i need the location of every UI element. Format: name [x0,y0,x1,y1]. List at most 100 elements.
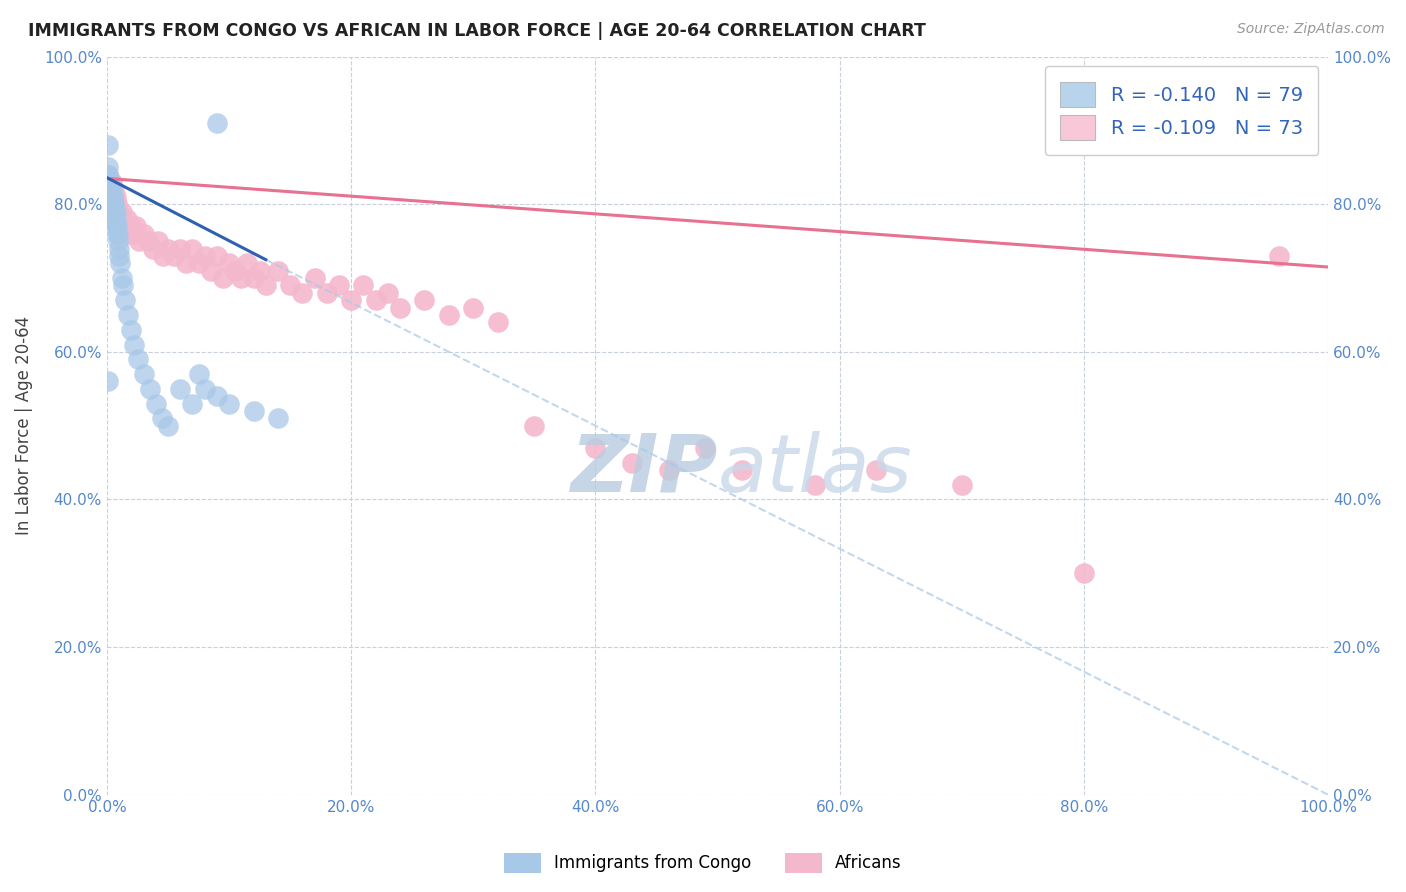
Point [132,367,155,381]
Point [110,256,132,270]
Point [98,175,121,189]
Point [115,212,138,227]
Point [523,418,546,433]
Point [731,463,754,477]
Point [111,278,134,293]
Point [103,204,125,219]
Point [100,197,122,211]
Point [108,249,131,263]
Point [128,234,150,248]
Point [181,242,204,256]
Point [107,227,129,241]
Point [181,396,204,410]
Point [104,190,127,204]
Point [101,197,124,211]
Point [98,190,121,204]
Point [658,463,681,477]
Point [100,182,122,196]
Point [486,315,509,329]
Point [101,197,124,211]
Point [157,242,180,256]
Point [236,256,259,270]
Point [200,263,222,277]
Point [242,271,264,285]
Point [583,441,606,455]
Point [176,256,198,270]
Point [98,175,121,189]
Point [100,182,122,196]
Point [104,212,127,227]
Point [107,234,129,248]
Point [97,138,120,153]
Point [187,367,209,381]
Point [101,190,124,204]
Point [1073,566,1095,581]
Point [364,293,387,308]
Point [98,182,121,196]
Point [138,234,160,248]
Point [97,375,120,389]
Point [218,396,240,410]
Point [104,219,127,234]
Legend: Immigrants from Congo, Africans: Immigrants from Congo, Africans [498,847,908,880]
Point [187,256,209,270]
Point [98,182,121,196]
Point [205,116,228,130]
Point [101,204,124,219]
Text: atlas: atlas [717,431,912,509]
Point [100,197,122,211]
Point [112,219,135,234]
Point [205,389,228,403]
Point [291,285,314,300]
Point [98,182,121,196]
Point [101,190,124,204]
Point [950,477,973,491]
Point [98,197,121,211]
Point [249,263,271,277]
Point [340,293,363,308]
Point [97,175,120,189]
Point [117,308,139,322]
Point [105,219,128,234]
Point [142,242,165,256]
Point [100,190,122,204]
Point [98,175,121,189]
Point [108,212,131,227]
Point [97,168,120,182]
Point [98,175,121,189]
Point [97,175,120,189]
Point [105,227,128,241]
Point [122,227,145,241]
Point [231,271,253,285]
Point [97,182,120,196]
Point [98,182,121,196]
Legend: R = -0.140   N = 79, R = -0.109   N = 73: R = -0.140 N = 79, R = -0.109 N = 73 [1045,66,1319,155]
Point [107,204,129,219]
Point [101,204,124,219]
Point [100,182,122,196]
Point [267,411,290,425]
Point [304,271,326,285]
Point [101,204,124,219]
Point [98,190,121,204]
Point [101,182,124,196]
Point [194,249,217,263]
Point [621,456,644,470]
Point [97,190,120,204]
Point [97,161,120,175]
Point [437,308,460,322]
Point [315,285,337,300]
Point [97,197,120,211]
Point [150,411,173,425]
Point [169,382,191,396]
Point [352,278,374,293]
Point [224,263,246,277]
Point [104,204,127,219]
Point [100,175,122,189]
Point [101,190,124,204]
Point [100,190,122,204]
Point [101,190,124,204]
Point [218,256,240,270]
Point [157,418,180,433]
Point [101,190,124,204]
